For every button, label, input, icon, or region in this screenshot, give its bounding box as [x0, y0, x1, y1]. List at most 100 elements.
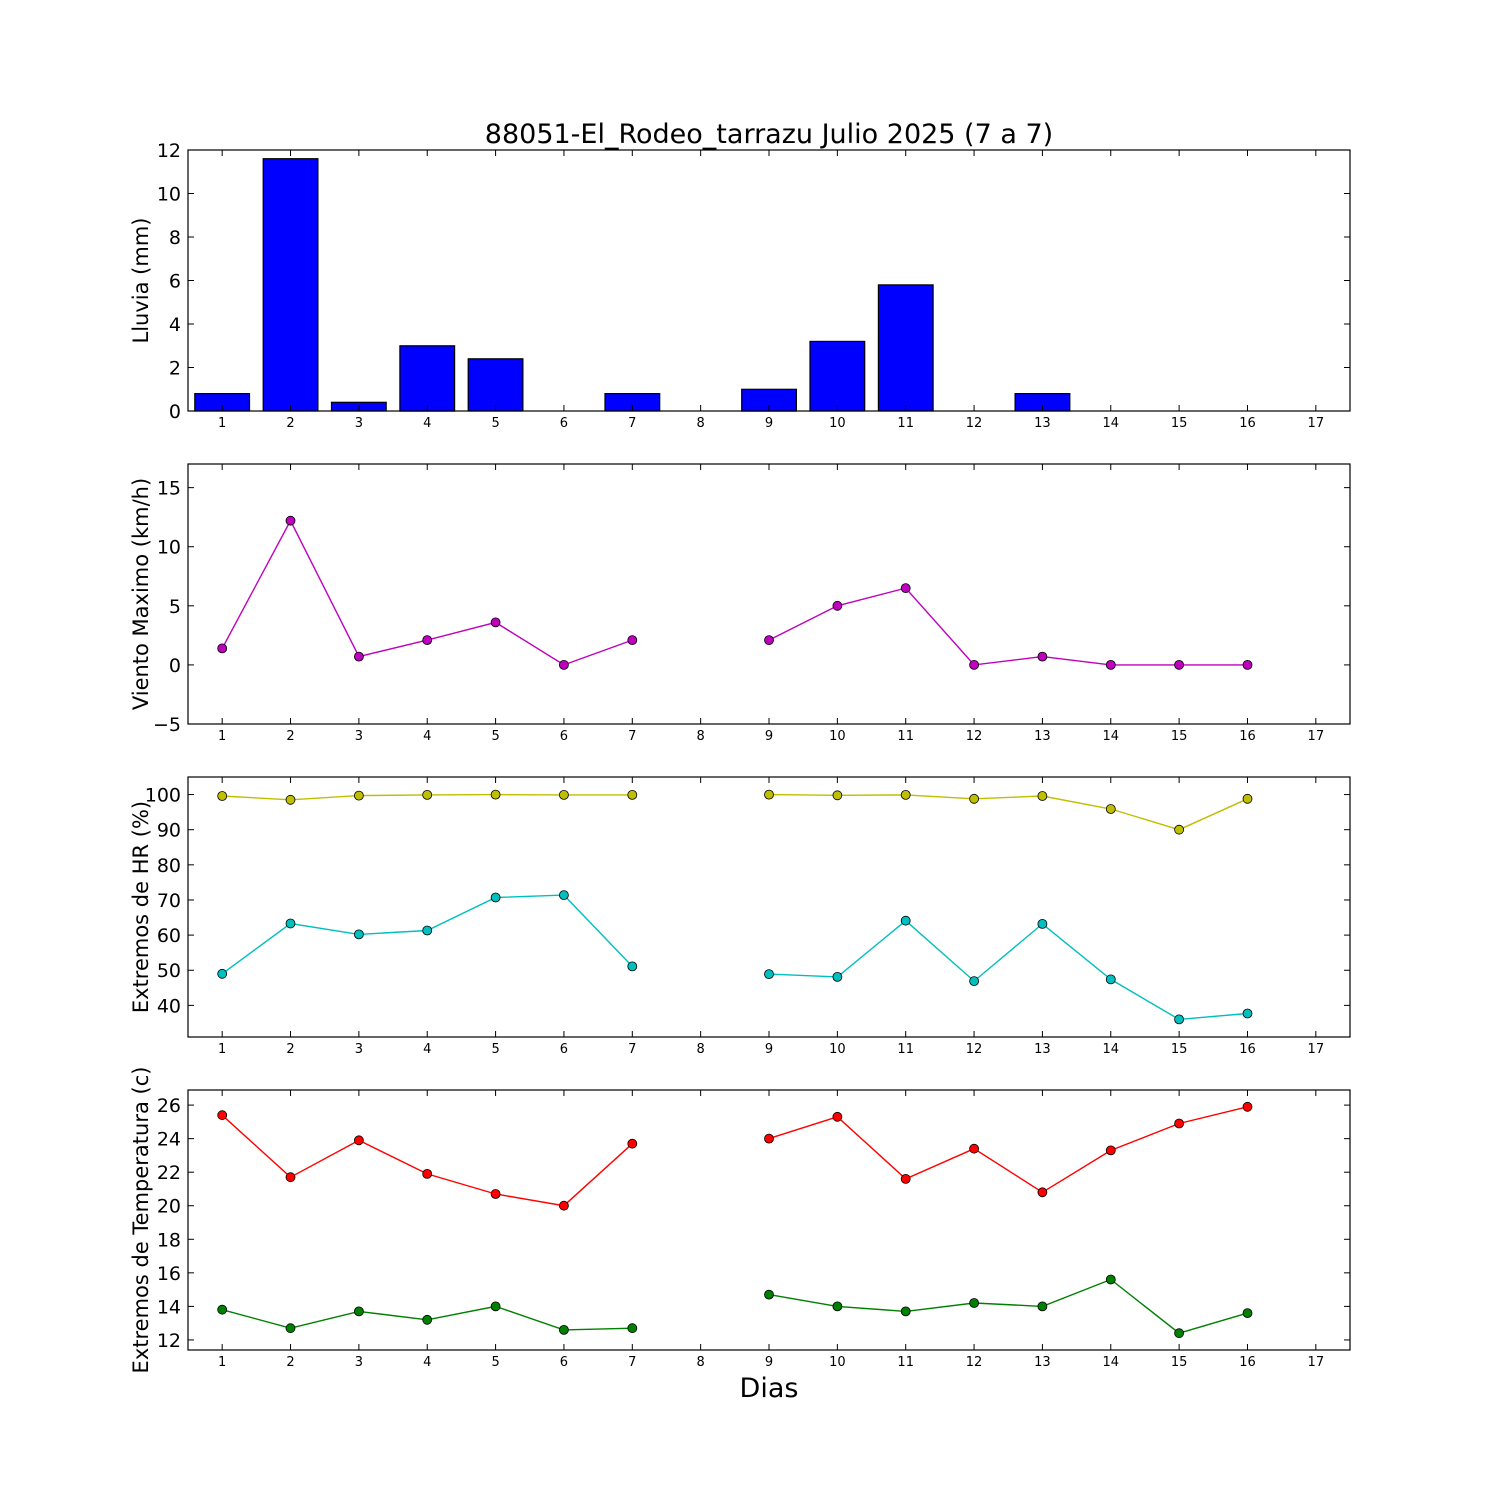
- data-point-day-10: [832, 1111, 843, 1122]
- data-point-day-14: [1105, 1145, 1116, 1156]
- y-tick-label: 24: [157, 1129, 181, 1151]
- panel-temperatura: 1 2 3 4 5 6 7 8 9 10 11 12 13 14 15 16 17121416182022242…: [129, 1067, 1351, 1404]
- y-tick-label: 12: [157, 140, 181, 162]
- chart-title: 88051-El_Rodeo_tarrazu Julio 2025 (7 a 7…: [485, 119, 1053, 150]
- data-point-day-7: [627, 790, 638, 800]
- x-tick-label: 11: [897, 1355, 914, 1370]
- data-point-day-9: [764, 1133, 774, 1144]
- y-tick-label: 18: [157, 1229, 181, 1251]
- x-tick-label: 15: [1171, 1355, 1188, 1370]
- series-line-segment: [768, 1278, 1248, 1334]
- y-tick-label: 22: [157, 1162, 181, 1184]
- x-tick-label: 2: [286, 416, 294, 431]
- y-tick-label: 26: [157, 1095, 181, 1117]
- series-line-segment: [768, 793, 1248, 831]
- y-tick-label: 15: [157, 478, 181, 500]
- data-point-day-1: [217, 791, 228, 801]
- data-point-day-1: [217, 1110, 228, 1121]
- data-point-day-3: [353, 1135, 364, 1146]
- series-temperatura-2: [217, 1274, 1253, 1339]
- data-point-day-11: [900, 583, 911, 593]
- x-tick-label: 1: [218, 1355, 226, 1370]
- y-tick-label: 8: [169, 227, 181, 249]
- x-tick-label: 3: [355, 1355, 363, 1370]
- x-tick-label: 9: [765, 1355, 773, 1370]
- data-point-day-5: [490, 892, 501, 903]
- chart-panels: 1 2 3 4 5 6 7 8 9 10 11 12 13 14 15 16 17024681012Lluvia…: [129, 119, 1351, 1404]
- x-tick-label: 9: [765, 1042, 773, 1057]
- x-tick-label: 4: [423, 1042, 431, 1057]
- data-point-day-7: [627, 961, 638, 972]
- y-tick-label: 20: [157, 1196, 181, 1218]
- x-tick-label: 8: [697, 416, 705, 431]
- y-axis-label: Viento Maximo (km/h): [129, 478, 153, 710]
- x-tick-label: 1: [218, 416, 226, 431]
- x-tick-label: 13: [1034, 1355, 1051, 1370]
- data-point-day-11: [900, 1174, 911, 1184]
- x-tick-label: 14: [1102, 1355, 1119, 1370]
- x-tick-label: 12: [966, 1042, 983, 1057]
- data-point-day-6: [559, 790, 569, 800]
- y-tick-label: 16: [157, 1263, 181, 1285]
- x-tick-label: 7: [628, 1042, 636, 1057]
- data-point-day-6: [559, 1325, 569, 1335]
- x-tick-label: 13: [1034, 729, 1051, 744]
- y-tick-label: 100: [145, 785, 181, 807]
- data-point-day-9: [764, 789, 774, 800]
- y-tick-label: 70: [157, 890, 181, 912]
- x-tick-label: 12: [966, 1355, 983, 1370]
- x-tick-label: 2: [286, 1355, 294, 1370]
- y-tick-label: 12: [157, 1330, 181, 1352]
- x-tick-label: 17: [1308, 416, 1325, 431]
- x-tick-label: 14: [1102, 1042, 1119, 1057]
- y-tick-label: 80: [157, 855, 181, 877]
- x-tick-label: 6: [560, 1355, 568, 1370]
- x-tick-label: 13: [1034, 416, 1051, 431]
- y-tick-label: 14: [157, 1296, 181, 1318]
- data-point-day-3: [353, 929, 364, 940]
- data-point-day-6: [559, 1200, 569, 1211]
- data-point-day-15: [1174, 824, 1184, 835]
- x-tick-label: 17: [1308, 729, 1325, 744]
- data-point-day-13: [1037, 791, 1048, 801]
- data-point-day-7: [627, 1138, 638, 1149]
- y-tick-label: 2: [169, 358, 181, 380]
- y-tick-label: 5: [169, 596, 181, 618]
- data-point-day-16: [1242, 1308, 1253, 1318]
- x-tick-label: 7: [628, 416, 636, 431]
- data-point-day-5: [490, 617, 501, 628]
- x-tick-label: 16: [1239, 729, 1256, 744]
- data-point-day-16: [1242, 793, 1253, 804]
- data-point-day-13: [1037, 919, 1048, 929]
- x-tick-label: 8: [697, 729, 705, 744]
- panel-viento: 1 2 3 4 5 6 7 8 9 10 11 12 13 14 15 16 17−5051015Viento …: [129, 463, 1351, 744]
- y-tick-label: −5: [153, 714, 181, 736]
- x-tick-label: 9: [765, 416, 773, 431]
- data-point-day-11: [900, 790, 911, 800]
- x-tick-label: 10: [829, 416, 846, 431]
- data-point-day-16: [1242, 1101, 1253, 1112]
- data-point-day-1: [217, 643, 228, 654]
- x-tick-label: 4: [423, 1355, 431, 1370]
- data-point-day-9: [764, 1289, 774, 1300]
- x-tick-label: 5: [491, 1355, 499, 1370]
- data-point-day-4: [422, 1169, 433, 1179]
- y-axis-label: Extremos de HR (%): [129, 801, 153, 1013]
- data-point-day-11: [900, 915, 911, 926]
- x-tick-label: 8: [697, 1355, 705, 1370]
- x-tick-label: 14: [1102, 416, 1119, 431]
- x-tick-label: 4: [423, 729, 431, 744]
- data-point-day-7: [627, 635, 638, 645]
- x-tick-label: 3: [355, 729, 363, 744]
- x-tick-label: 11: [897, 1042, 914, 1057]
- data-point-day-9: [764, 635, 774, 645]
- data-point-day-2: [285, 794, 296, 805]
- y-tick-label: 40: [157, 995, 181, 1017]
- data-point-day-12: [969, 976, 979, 986]
- y-tick-label: 6: [169, 271, 181, 293]
- series-temperatura-1: [217, 1101, 1253, 1211]
- y-tick-label: 10: [157, 184, 181, 206]
- x-tick-label: 5: [491, 416, 499, 431]
- data-point-day-2: [285, 918, 296, 929]
